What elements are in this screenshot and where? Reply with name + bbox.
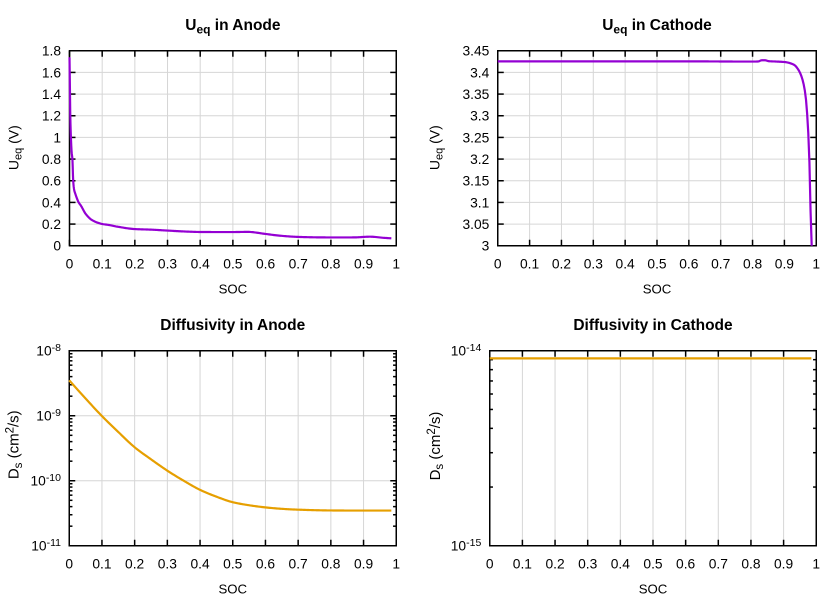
svg-text:0.2: 0.2 xyxy=(42,217,61,232)
svg-text:0.4: 0.4 xyxy=(191,256,211,271)
svg-text:0.4: 0.4 xyxy=(616,256,636,271)
svg-text:0: 0 xyxy=(53,239,61,254)
svg-text:0.7: 0.7 xyxy=(709,556,728,571)
svg-text:3.45: 3.45 xyxy=(462,44,489,59)
svg-text:0.2: 0.2 xyxy=(125,256,144,271)
svg-text:0.8: 0.8 xyxy=(321,256,341,271)
svg-text:0.7: 0.7 xyxy=(289,556,308,571)
svg-text:0.1: 0.1 xyxy=(513,556,532,571)
svg-text:Ds (cm2/s): Ds (cm2/s) xyxy=(426,412,446,481)
svg-text:Ueq in Anode: Ueq in Anode xyxy=(185,17,281,37)
svg-text:0.4: 0.4 xyxy=(190,556,210,571)
svg-text:0: 0 xyxy=(66,256,74,271)
svg-text:0: 0 xyxy=(65,556,73,571)
svg-text:0.7: 0.7 xyxy=(289,256,308,271)
svg-text:SOC: SOC xyxy=(639,581,668,596)
svg-text:3.05: 3.05 xyxy=(462,217,489,232)
svg-text:1: 1 xyxy=(392,556,400,571)
svg-text:0.5: 0.5 xyxy=(223,256,243,271)
svg-text:0.7: 0.7 xyxy=(711,256,730,271)
svg-text:0.9: 0.9 xyxy=(354,256,374,271)
svg-text:0.6: 0.6 xyxy=(676,556,696,571)
svg-text:3.3: 3.3 xyxy=(470,109,490,124)
svg-text:0.6: 0.6 xyxy=(42,174,62,189)
svg-text:0.3: 0.3 xyxy=(578,556,598,571)
svg-text:SOC: SOC xyxy=(219,281,248,296)
svg-text:0.6: 0.6 xyxy=(256,256,276,271)
svg-text:0.8: 0.8 xyxy=(321,556,341,571)
svg-text:0.9: 0.9 xyxy=(775,256,795,271)
svg-text:SOC: SOC xyxy=(218,581,247,596)
svg-text:0.4: 0.4 xyxy=(42,195,62,210)
svg-text:0.3: 0.3 xyxy=(158,556,178,571)
svg-text:0.1: 0.1 xyxy=(520,256,539,271)
svg-text:0.8: 0.8 xyxy=(42,152,62,167)
svg-text:0.2: 0.2 xyxy=(125,556,144,571)
svg-text:0.1: 0.1 xyxy=(92,556,111,571)
svg-text:3.1: 3.1 xyxy=(470,195,489,210)
svg-text:Ds (cm2/s): Ds (cm2/s) xyxy=(5,410,25,479)
svg-text:1.2: 1.2 xyxy=(42,109,61,124)
svg-text:0.5: 0.5 xyxy=(647,256,667,271)
svg-text:0.2: 0.2 xyxy=(545,556,564,571)
svg-text:0.9: 0.9 xyxy=(774,556,794,571)
svg-text:0.9: 0.9 xyxy=(354,556,374,571)
svg-text:1.4: 1.4 xyxy=(42,87,62,102)
svg-text:0.6: 0.6 xyxy=(256,556,276,571)
svg-text:0.5: 0.5 xyxy=(643,556,663,571)
svg-text:3.4: 3.4 xyxy=(470,65,490,80)
svg-text:0.3: 0.3 xyxy=(584,256,604,271)
svg-text:3.25: 3.25 xyxy=(462,130,489,145)
svg-text:3.35: 3.35 xyxy=(462,87,489,102)
svg-text:Ueq (V): Ueq (V) xyxy=(6,125,25,170)
svg-text:0: 0 xyxy=(486,556,494,571)
svg-text:Ueq (V): Ueq (V) xyxy=(426,125,445,170)
svg-text:3: 3 xyxy=(482,239,490,254)
svg-text:0.3: 0.3 xyxy=(158,256,178,271)
svg-text:SOC: SOC xyxy=(643,281,672,296)
svg-text:Diffusivity in Cathode: Diffusivity in Cathode xyxy=(573,317,733,334)
svg-text:0.5: 0.5 xyxy=(223,556,243,571)
svg-text:3.2: 3.2 xyxy=(470,152,489,167)
svg-text:1: 1 xyxy=(812,556,820,571)
svg-text:1: 1 xyxy=(392,256,400,271)
svg-text:0.2: 0.2 xyxy=(552,256,571,271)
svg-text:0.4: 0.4 xyxy=(611,556,631,571)
svg-text:0.8: 0.8 xyxy=(741,556,761,571)
svg-text:1: 1 xyxy=(53,130,61,145)
svg-text:Ueq in Cathode: Ueq in Cathode xyxy=(602,17,712,37)
svg-text:0.8: 0.8 xyxy=(743,256,763,271)
svg-text:Diffusivity in Anode: Diffusivity in Anode xyxy=(160,317,305,334)
svg-text:0.1: 0.1 xyxy=(93,256,112,271)
svg-text:0: 0 xyxy=(494,256,502,271)
svg-text:3.15: 3.15 xyxy=(462,174,489,189)
svg-text:1.8: 1.8 xyxy=(42,44,62,59)
svg-text:0.6: 0.6 xyxy=(679,256,699,271)
svg-text:1.6: 1.6 xyxy=(42,65,62,80)
svg-text:1: 1 xyxy=(812,256,820,271)
